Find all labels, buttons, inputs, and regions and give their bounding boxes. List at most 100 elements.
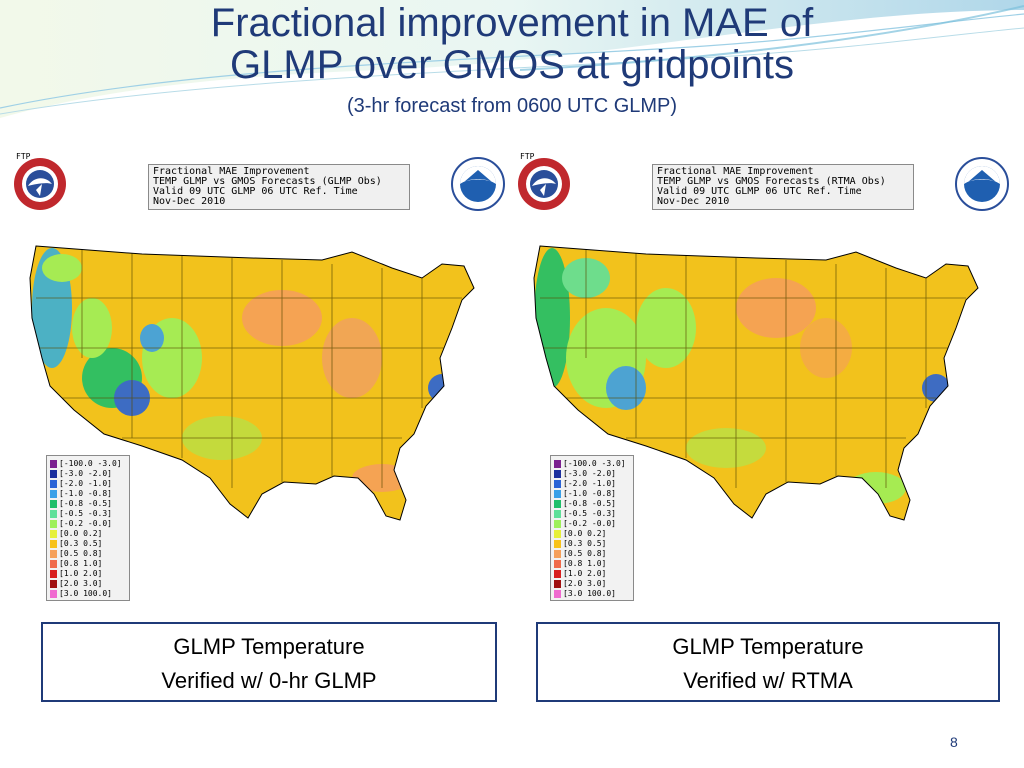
legend-label: [1.0 2.0] [59,569,103,578]
caption-line-1: GLMP Temperature [173,634,365,659]
title-line-1: Fractional improvement in MAE of [210,1,814,45]
legend-swatch [50,520,57,528]
legend-item: [1.0 2.0] [554,569,630,579]
caption-line-2: Verified w/ 0-hr GLMP [161,668,377,693]
legend-item: [0.5 0.8] [50,549,126,559]
legend-swatch [554,480,561,488]
legend-label: [-2.0 -1.0] [59,479,112,488]
legend-item: [-0.8 -0.5] [50,499,126,509]
legend-swatch [554,550,561,558]
legend-label: [-0.5 -0.3] [59,509,112,518]
info-line: TEMP GLMP vs GMOS Forecasts (GLMP Obs) [153,176,382,187]
color-legend: [-100.0 -3.0] [-3.0 -2.0] [-2.0 -1.0] [-… [46,455,130,601]
legend-item: [-3.0 -2.0] [554,469,630,479]
legend-swatch [50,510,57,518]
legend-item: [-2.0 -1.0] [554,479,630,489]
map-panel-left: FTP Fractional MAE Improvement TEMP GLMP… [10,150,510,610]
legend-label: [-0.5 -0.3] [563,509,616,518]
legend-swatch [554,560,561,568]
legend-swatch [554,490,561,498]
info-line: Valid 09 UTC GLMP 06 UTC Ref. Time [153,186,358,197]
caption-line-2: Verified w/ RTMA [683,668,853,693]
info-line: Fractional MAE Improvement [153,166,310,177]
legend-swatch [50,480,57,488]
legend-label: [3.0 100.0] [59,589,112,598]
legend-item: [-100.0 -3.0] [554,459,630,469]
legend-label: [-0.2 -0.0] [563,519,616,528]
legend-label: [-1.0 -0.8] [59,489,112,498]
legend-item: [0.0 0.2] [50,529,126,539]
legend-item: [3.0 100.0] [554,589,630,599]
legend-item: [-0.5 -0.3] [554,509,630,519]
info-line: Nov-Dec 2010 [153,196,226,207]
ftp-tag: FTP [16,152,31,161]
legend-item: [-0.5 -0.3] [50,509,126,519]
legend-item: [3.0 100.0] [50,589,126,599]
legend-label: [-1.0 -0.8] [563,489,616,498]
legend-swatch [554,470,561,478]
legend-label: [0.3 0.5] [563,539,607,548]
info-box: Fractional MAE Improvement TEMP GLMP vs … [148,164,410,210]
legend-item: [0.8 1.0] [554,559,630,569]
legend-item: [-0.2 -0.0] [50,519,126,529]
nws-logo-icon [518,158,570,210]
legend-swatch [50,560,57,568]
legend-label: [-100.0 -3.0] [563,459,626,468]
legend-label: [2.0 3.0] [59,579,103,588]
header-swoosh [0,0,1024,118]
legend-swatch [50,540,57,548]
legend-item: [-0.8 -0.5] [554,499,630,509]
noaa-logo-icon [451,157,505,211]
legend-label: [0.3 0.5] [59,539,103,548]
legend-item: [-1.0 -0.8] [50,489,126,499]
legend-swatch [50,590,57,598]
legend-label: [-100.0 -3.0] [59,459,122,468]
legend-label: [0.8 1.0] [563,559,607,568]
caption-box-right: GLMP Temperature Verified w/ RTMA [536,622,1000,702]
nws-logo-icon [14,158,66,210]
legend-item: [-1.0 -0.8] [554,489,630,499]
legend-label: [0.0 0.2] [59,529,103,538]
legend-item: [0.0 0.2] [554,529,630,539]
info-box: Fractional MAE Improvement TEMP GLMP vs … [652,164,914,210]
slide-subtitle: (3-hr forecast from 0600 UTC GLMP) [346,95,678,117]
page-number: 8 [950,734,958,750]
legend-swatch [50,570,57,578]
legend-item: [0.3 0.5] [554,539,630,549]
legend-label: [0.8 1.0] [59,559,103,568]
legend-label: [1.0 2.0] [563,569,607,578]
info-line: Nov-Dec 2010 [657,196,730,207]
legend-swatch [50,530,57,538]
legend-label: [-2.0 -1.0] [563,479,616,488]
legend-swatch [554,530,561,538]
info-line: Fractional MAE Improvement [657,166,814,177]
legend-swatch [50,550,57,558]
legend-item: [0.3 0.5] [50,539,126,549]
legend-label: [-0.8 -0.5] [59,499,112,508]
legend-item: [-3.0 -2.0] [50,469,126,479]
legend-label: [0.5 0.8] [59,549,103,558]
legend-label: [0.0 0.2] [563,529,607,538]
caption-line-1: GLMP Temperature [672,634,864,659]
noaa-logo-icon [955,157,1009,211]
legend-item: [0.8 1.0] [50,559,126,569]
legend-swatch [554,580,561,588]
caption-box-left: GLMP Temperature Verified w/ 0-hr GLMP [41,622,497,702]
legend-swatch [554,510,561,518]
legend-swatch [50,500,57,508]
legend-label: [3.0 100.0] [563,589,616,598]
legend-label: [2.0 3.0] [563,579,607,588]
legend-swatch [50,470,57,478]
legend-item: [-100.0 -3.0] [50,459,126,469]
map-panel-right: FTP Fractional MAE Improvement TEMP GLMP… [514,150,1014,610]
legend-swatch [554,500,561,508]
ftp-tag: FTP [520,152,535,161]
info-line: TEMP GLMP vs GMOS Forecasts (RTMA Obs) [657,176,886,187]
legend-item: [0.5 0.8] [554,549,630,559]
legend-swatch [554,460,561,468]
legend-label: [-3.0 -2.0] [563,469,616,478]
legend-item: [2.0 3.0] [554,579,630,589]
legend-item: [-0.2 -0.0] [554,519,630,529]
legend-swatch [50,580,57,588]
us-map [29,245,475,521]
